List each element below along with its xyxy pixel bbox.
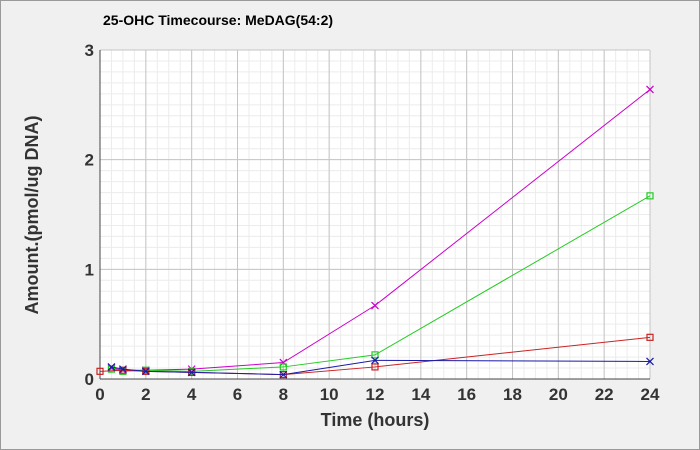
y-tick-label: 0 (85, 370, 94, 389)
data-point (279, 370, 288, 379)
data-point (119, 366, 127, 374)
data-point (187, 368, 196, 377)
data-point (646, 192, 654, 200)
y-tick-label: 1 (85, 260, 94, 279)
data-point (371, 356, 379, 365)
y-tick-label: 2 (85, 151, 94, 170)
data-point (141, 367, 150, 376)
x-tick-label: 4 (187, 385, 197, 404)
data-point (371, 351, 379, 359)
x-tick-label: 16 (457, 385, 476, 404)
data-point (107, 363, 116, 371)
data-point (118, 365, 127, 374)
data-point (279, 358, 288, 367)
data-point (371, 363, 379, 371)
x-tick-label: 22 (595, 385, 614, 404)
x-tick-label: 20 (549, 385, 568, 404)
data-point (646, 333, 654, 341)
data-point (646, 357, 654, 366)
x-tick-label: 10 (320, 385, 339, 404)
x-tick-label: 18 (503, 385, 522, 404)
series-layer (96, 85, 654, 379)
x-tick-label: 14 (411, 385, 430, 404)
series-line (111, 195, 651, 372)
axes (99, 50, 650, 380)
x-tick-label: 24 (641, 385, 660, 404)
y-axis-label: Amount.(pmol/ug DNA) (22, 116, 42, 315)
data-point (279, 363, 287, 371)
data-point (646, 85, 654, 94)
x-tick-label: 8 (279, 385, 288, 404)
series-4 (107, 356, 654, 379)
data-point (96, 367, 104, 375)
chart-title: 25-OHC Timecourse: MeDAG(54:2) (103, 12, 333, 28)
y-tick-label: 3 (85, 41, 94, 60)
x-tick-label: 0 (95, 385, 104, 404)
data-point (371, 301, 379, 310)
x-axis-label: Time (hours) (321, 410, 430, 430)
x-tick-label: 12 (366, 385, 385, 404)
x-tick-label: 6 (233, 385, 242, 404)
x-tick-label: 2 (141, 385, 150, 404)
